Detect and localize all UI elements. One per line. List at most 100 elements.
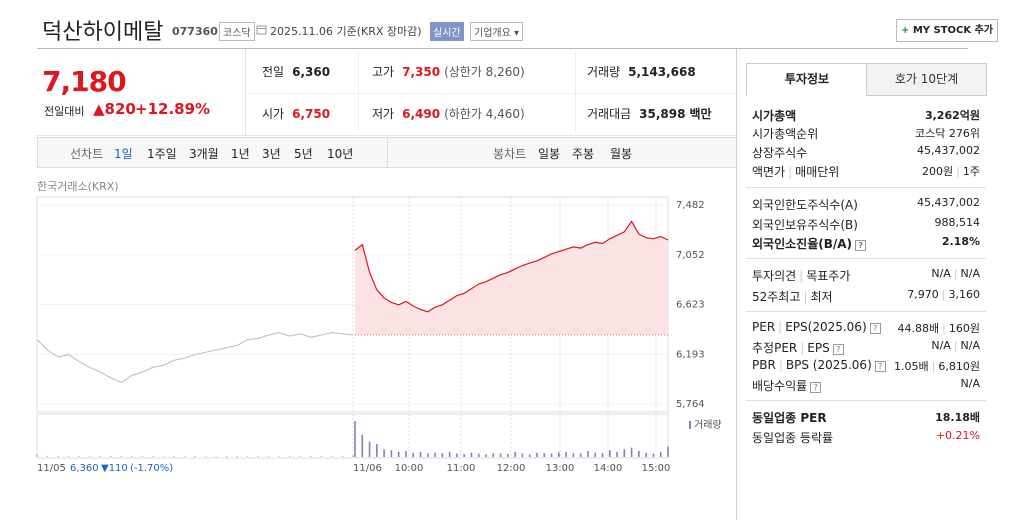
summary-label: 거래대금 [587,107,632,121]
value-part: 6,810원 [938,360,980,373]
info-label: 동일업종 PER [752,409,827,426]
volume-bar [456,453,458,457]
volume-bar [448,451,451,457]
info-row: PER | EPS(2025.06)? 44.88배 | 160원 [752,320,980,336]
info-row: PBR | BPS (2025.06)? 1.05배 | 6,810원 [752,358,980,374]
period-option[interactable]: 1일 [114,147,133,161]
volume-bar [278,456,281,457]
time-tick-label: 15:00 [642,463,671,474]
info-row: 시가총액순위 코스닥 276위 [752,125,980,142]
summary-label: 거래량 [587,65,621,79]
info-label: PBR | BPS (2025.06)? [752,358,886,374]
volume-bar [173,456,175,457]
y-tick-label: 6,193 [676,349,705,360]
volume-bar [67,455,70,457]
my-stock-button[interactable]: + MY STOCK 추가 [896,19,998,42]
tab[interactable]: 투자정보 [746,63,868,96]
info-separator [746,187,986,188]
info-separator [746,258,986,259]
value-part: N/A [931,267,951,280]
row-line [245,93,736,94]
help-icon[interactable]: ? [874,361,886,372]
volume-legend-mark [689,421,691,429]
volume-bar [579,453,582,457]
info-row: 상장주식수 45,437,002 [752,144,980,161]
label-part: 외국인보유주식수(B) [752,218,858,232]
value-part: 45,437,002 [917,196,980,209]
value-part: 160원 [948,322,980,335]
period-option[interactable]: 일봉 [538,147,561,161]
change: ▲820 [93,100,136,118]
value-part: 3,160 [948,288,981,301]
summary-label: 저가 [372,107,395,121]
volume-bar [361,434,364,457]
label-part: 외국인한도주식수(A) [752,198,858,212]
tab[interactable]: 호가 10단계 [866,63,987,96]
label-part: 목표주가 [806,269,851,283]
label-part: 상장주식수 [752,146,808,160]
volume-label: 거래량 [694,419,722,431]
company-info-label: 기업개요 [474,28,511,39]
help-icon[interactable]: ? [869,323,881,334]
volume-bar [225,456,228,457]
summary-value: 6,360 [292,65,331,79]
info-row: 액면가 | 매매단위 200원 | 1주 [752,163,980,180]
separator: | [788,165,793,179]
period-option[interactable]: 5년 [294,147,313,161]
volume-bar [492,453,495,457]
value-part: 988,514 [934,216,981,229]
period-divider [387,138,388,167]
volume-bar [99,456,101,457]
col-line [575,52,576,132]
period-label: 선차트 [70,147,104,161]
volume-bar [162,456,165,457]
volume-bar [88,456,91,457]
period-option[interactable]: 1주일 [147,147,177,161]
volume-bar [565,451,567,457]
volume-bar [601,453,604,457]
help-icon[interactable]: ? [810,382,822,393]
label-part: 매매단위 [795,165,840,179]
help-icon[interactable]: ? [832,344,844,355]
volume-bar [528,454,531,457]
info-label: 52주최고 | 최저 [752,288,833,305]
label-part: 최저 [810,290,833,304]
period-option[interactable]: 1년 [231,147,250,161]
time-tick-label: 13:00 [546,463,575,474]
info-value: 18.18배 [935,409,980,426]
calendar-icon [256,25,267,35]
volume-bar [630,447,633,457]
separator: | [803,290,808,304]
info-label: 외국인보유주식수(B) [752,216,858,233]
info-row: 외국인보유주식수(B) 988,514 [752,216,980,233]
change-value: 820 [104,100,136,118]
help-icon[interactable]: ? [855,240,867,251]
label-part: 52주최고 [752,290,801,304]
period-option[interactable]: 주봉 [572,147,595,161]
info-value: 7,970 | 3,160 [907,288,980,305]
info-value: 코스닥 276위 [915,125,980,142]
label-part: PER [752,320,776,334]
info-value: 45,437,002 [917,196,980,213]
market-badge: 코스닥 [219,22,255,41]
info-value: 44.88배 | 160원 [898,320,980,336]
period-option[interactable]: 월봉 [610,147,633,161]
info-value: 3,262억원 [925,107,980,124]
volume-bar [470,452,473,457]
label-part: EPS(2025.06) [785,320,867,334]
company-info-button[interactable]: 기업개요 ▾ [470,22,524,41]
volume-bar [543,453,546,457]
volume-bar [485,454,487,457]
my-stock-label: MY STOCK 추가 [912,25,994,36]
volume-bar [507,454,509,457]
realtime-badge[interactable]: 실시간 [430,22,464,41]
change-label: 전일대비 [44,105,85,118]
period-option[interactable]: 3개월 [189,147,219,161]
info-row: 외국인소진율(B/A)? 2.18% [752,235,980,252]
stock-name: 덕산하이메탈 [42,20,164,45]
period-option[interactable]: 10년 [327,147,354,161]
value-part: +0.21% [935,429,980,442]
time-tick-label: 10:00 [395,463,424,474]
info-value: 45,437,002 [917,144,980,161]
period-option[interactable]: 3년 [262,147,281,161]
